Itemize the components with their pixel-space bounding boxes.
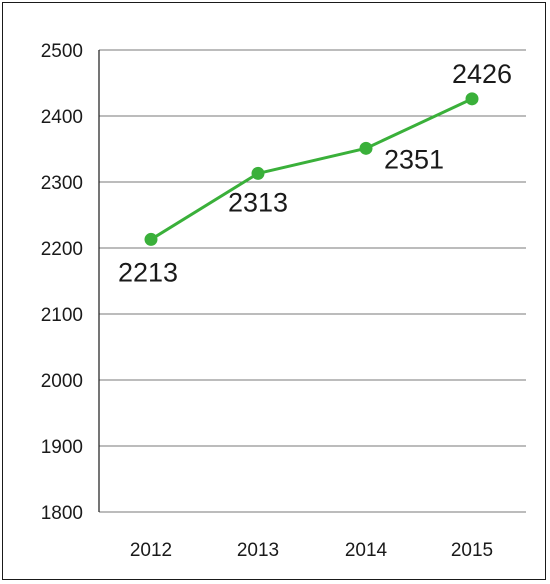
- data-point: [465, 92, 479, 106]
- data-points: [144, 92, 479, 246]
- data-point: [359, 141, 373, 155]
- series-line: [150, 97, 473, 241]
- data-label: 2426: [452, 59, 512, 89]
- chart-frame: [2, 2, 546, 580]
- x-tick-label: 2015: [451, 540, 493, 561]
- data-label: 2351: [384, 144, 444, 174]
- y-tick-label: 2100: [41, 305, 83, 326]
- y-tick-label: 2500: [41, 41, 83, 62]
- data-point: [251, 166, 265, 180]
- y-tick-label: 2000: [41, 371, 83, 392]
- x-tick-label: 2014: [345, 540, 388, 561]
- y-tick-label: 2400: [41, 107, 83, 128]
- data-label: 2213: [118, 257, 178, 287]
- x-tick-label: 2013: [237, 540, 279, 561]
- data-label: 2313: [228, 187, 288, 217]
- series-line-path: [150, 97, 473, 241]
- y-tick-label: 2300: [41, 173, 83, 194]
- x-tick-label: 2012: [130, 540, 172, 561]
- y-tick-label: 1900: [41, 437, 83, 458]
- x-tick-labels: 2012 2013 2014 2015: [130, 540, 493, 561]
- y-tick-label: 1800: [41, 503, 83, 524]
- y-tick-labels: 1800 1900 2000 2100 2200 2300 2400 2500: [41, 41, 83, 524]
- data-point: [144, 232, 158, 246]
- y-tick-label: 2200: [41, 239, 83, 260]
- data-labels: 2213 2313 2351 2426: [118, 59, 512, 288]
- grid-lines: [99, 49, 526, 513]
